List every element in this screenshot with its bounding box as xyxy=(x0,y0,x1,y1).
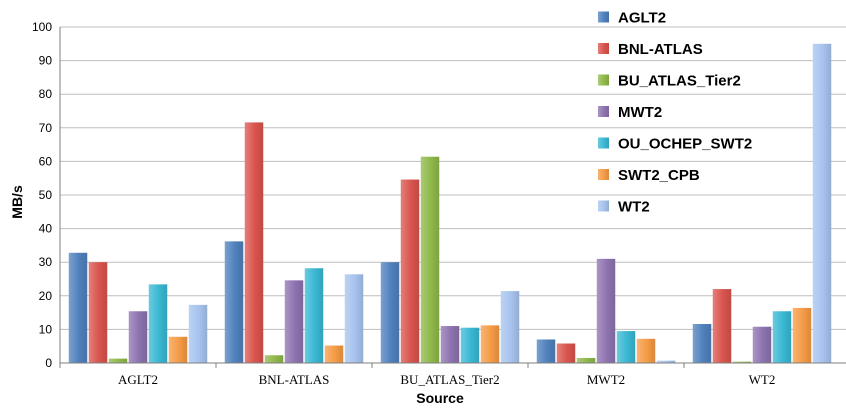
x-tick-label: BU_ATLAS_Tier2 xyxy=(400,372,499,387)
y-tick-label: 60 xyxy=(39,154,53,168)
x-tick-label: AGLT2 xyxy=(118,372,158,387)
x-axis-title: Source xyxy=(416,390,464,405)
y-tick-label: 40 xyxy=(39,222,53,236)
x-tick-labels: AGLT2 BNL-ATLAS BU_ATLAS_Tier2 MWT2 WT2 xyxy=(118,372,775,387)
bar-mwt2-bu-atlas-tier2 xyxy=(576,357,596,363)
legend-label-aglt2: AGLT2 xyxy=(618,10,666,27)
y-tick-label: 70 xyxy=(39,121,53,135)
bar-mwt2-mwt2 xyxy=(596,258,616,363)
bar-aglt2-bu-atlas-tier2 xyxy=(108,358,128,363)
bar-bnl-atlas-swt2-cpb xyxy=(324,345,344,363)
bar-wt2-bnl-atlas xyxy=(712,289,732,363)
legend-swatch-bnl-atlas xyxy=(598,43,609,54)
bar-bu-atlas-tier2-swt2-cpb xyxy=(480,325,500,363)
bar-aglt2-mwt2 xyxy=(128,311,148,363)
legend-label-swt2-cpb: SWT2_CPB xyxy=(618,167,700,184)
y-tick-label: 50 xyxy=(39,188,53,202)
bar-mwt2-bnl-atlas xyxy=(556,343,576,363)
y-tick-label: 100 xyxy=(32,20,52,34)
bar-mwt2-ou-ochep-swt2 xyxy=(616,331,636,363)
y-axis-title: MB/s xyxy=(9,185,25,219)
bar-bu-atlas-tier2-wt2 xyxy=(500,291,520,363)
legend-label-bnl-atlas: BNL-ATLAS xyxy=(618,41,703,58)
legend-swatch-ou-ochep-swt2 xyxy=(598,137,609,149)
bar-bu-atlas-tier2-bu-atlas-tier2 xyxy=(420,156,440,363)
y-tick-label: 30 xyxy=(39,255,53,269)
x-tick-label: MWT2 xyxy=(587,372,625,387)
bar-wt2-bu-atlas-tier2 xyxy=(732,361,752,363)
bar-bu-atlas-tier2-ou-ochep-swt2 xyxy=(460,327,480,363)
legend-swatch-wt2 xyxy=(598,200,609,212)
y-tick-label: 10 xyxy=(39,322,53,336)
legend-label-wt2: WT2 xyxy=(618,199,650,216)
bars xyxy=(68,43,832,364)
x-tick-label: WT2 xyxy=(749,372,776,387)
bar-bnl-atlas-aglt2 xyxy=(224,241,244,363)
bar-aglt2-bnl-atlas xyxy=(88,262,108,363)
axes xyxy=(59,27,846,368)
legend-swatch-bu-atlas-tier2 xyxy=(598,74,609,86)
bar-aglt2-aglt2 xyxy=(68,252,88,363)
bar-bnl-atlas-mwt2 xyxy=(284,280,304,363)
y-tick-label: 0 xyxy=(45,356,52,370)
legend-swatch-mwt2 xyxy=(598,106,609,117)
legend-swatch-swt2-cpb xyxy=(598,169,609,180)
bar-bnl-atlas-bnl-atlas xyxy=(244,122,264,363)
bar-bu-atlas-tier2-bnl-atlas xyxy=(400,179,420,363)
y-tick-label: 20 xyxy=(39,289,53,303)
x-tick-label: BNL-ATLAS xyxy=(259,372,330,387)
y-tick-label: 90 xyxy=(39,54,53,68)
legend-label-ou-ochep-swt2: OU_OCHEP_SWT2 xyxy=(618,136,752,153)
bar-wt2-ou-ochep-swt2 xyxy=(772,311,792,363)
bar-mwt2-aglt2 xyxy=(536,339,556,363)
legend-label-mwt2: MWT2 xyxy=(618,104,662,121)
legend-swatch-aglt2 xyxy=(598,11,609,23)
bar-aglt2-wt2 xyxy=(188,304,208,363)
bar-aglt2-ou-ochep-swt2 xyxy=(148,284,168,363)
legend: AGLT2 BNL-ATLAS BU_ATLAS_Tier2 MWT2 OU_OCHEP… xyxy=(598,10,752,216)
bar-bu-atlas-tier2-mwt2 xyxy=(440,326,460,363)
bar-aglt2-swt2-cpb xyxy=(168,336,188,363)
bar-bnl-atlas-wt2 xyxy=(344,274,364,363)
bar-bu-atlas-tier2-aglt2 xyxy=(380,262,400,363)
legend-label-bu-atlas-tier2: BU_ATLAS_Tier2 xyxy=(618,73,741,90)
bar-wt2-wt2 xyxy=(812,43,832,364)
bar-mwt2-wt2 xyxy=(656,360,676,363)
gridlines xyxy=(60,26,846,330)
bar-mwt2-swt2-cpb xyxy=(636,338,656,363)
bar-bnl-atlas-ou-ochep-swt2 xyxy=(304,268,324,363)
bar-wt2-swt2-cpb xyxy=(792,307,812,363)
bar-wt2-mwt2 xyxy=(752,326,772,363)
y-tick-labels: 0 10 20 30 40 50 60 70 80 90 100 xyxy=(32,20,52,370)
y-tick-label: 80 xyxy=(39,87,53,101)
bar-wt2-aglt2 xyxy=(692,324,712,363)
bar-bnl-atlas-bu-atlas-tier2 xyxy=(264,355,284,363)
